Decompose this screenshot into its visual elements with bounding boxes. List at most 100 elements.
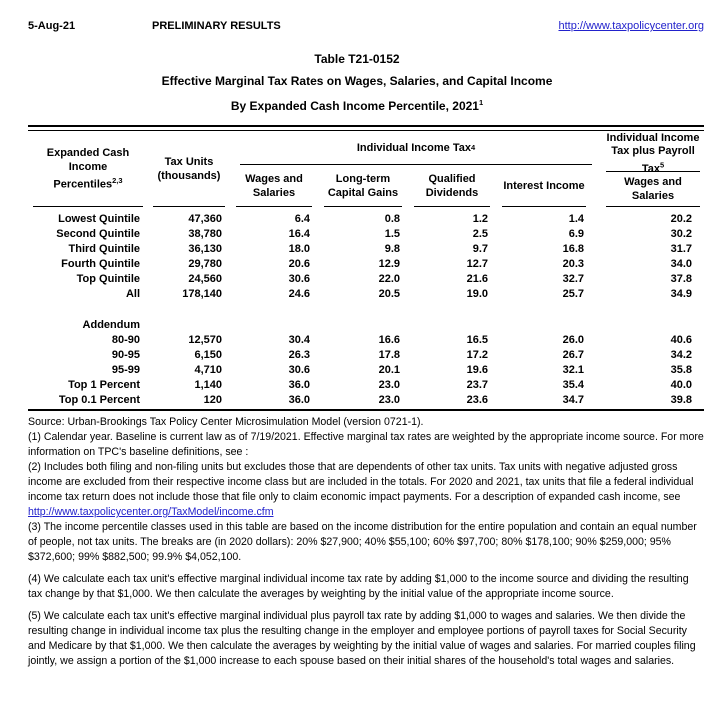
cell-tax-units: 36,130 — [188, 242, 222, 255]
table-row: Lowest Quintile 47,360 6.4 0.8 1.2 1.4 2… — [28, 211, 704, 226]
cell-ltcg: 20.1 — [378, 363, 400, 376]
header-text: Individual Income Tax — [356, 141, 471, 154]
header-interest-income: Interest Income — [502, 165, 586, 207]
cell-interest: 32.1 — [562, 363, 584, 376]
row-label: 95-99 — [111, 363, 140, 376]
table-row: 80-90 12,570 30.4 16.6 16.5 26.0 40.6 — [28, 332, 704, 347]
table-number: Table T21-0152 — [314, 52, 400, 66]
header-text: Capital Gains — [327, 186, 399, 199]
row-label: Second Quintile — [56, 227, 140, 240]
header-group-income-plus-payroll-tax: Individual Income Tax plus Payroll Tax5 … — [592, 131, 704, 207]
cell-dividends: 19.0 — [466, 287, 488, 300]
footnote-1: (1) Calendar year. Baseline is current l… — [28, 431, 704, 458]
row-label: All — [125, 287, 140, 300]
cell-interest: 6.9 — [568, 227, 584, 240]
footnote-3: (3) The income percentile classes used i… — [28, 521, 697, 563]
header-text: Wages and — [245, 172, 303, 185]
document-page: 5-Aug-21 PRELIMINARY RESULTS http://www.… — [0, 0, 714, 669]
footnote-ref: 2,3 — [112, 175, 123, 185]
cell-dividends: 19.6 — [466, 363, 488, 376]
row-label: 80-90 — [111, 333, 140, 346]
source-note: Source: Urban-Brookings Tax Policy Cente… — [28, 416, 424, 428]
cell-payroll-wages: 20.2 — [670, 212, 692, 225]
cell-payroll-wages: 34.0 — [670, 257, 692, 270]
cell-dividends: 21.6 — [466, 272, 488, 285]
spacer-row — [28, 301, 704, 317]
income-definition-link[interactable]: http://www.taxpolicycenter.org/TaxModel/… — [28, 506, 274, 518]
row-label: 90-95 — [111, 348, 140, 361]
header-text: Dividends — [425, 186, 479, 199]
cell-ltcg: 16.6 — [378, 333, 400, 346]
cell-payroll-wages: 31.7 — [670, 242, 692, 255]
row-label: Top 1 Percent — [68, 378, 140, 391]
cell-dividends: 17.2 — [466, 348, 488, 361]
footnote-ref: 4 — [470, 143, 476, 152]
cell-tax-units: 6,150 — [194, 348, 222, 361]
table-header: Expanded Cash Income Percentiles2,3 Tax … — [28, 131, 704, 207]
cell-interest: 25.7 — [562, 287, 584, 300]
row-label: Top 0.1 Percent — [58, 393, 140, 406]
cell-dividends: 9.7 — [472, 242, 488, 255]
header-tax-units: Tax Units (thousands) — [153, 131, 225, 207]
table-row: All 178,140 24.6 20.5 19.0 25.7 34.9 — [28, 286, 704, 301]
subtitle-footnote-ref: 1 — [478, 98, 484, 107]
group-label-individual-income-tax: Individual Income Tax 4 — [240, 131, 592, 165]
addendum-header-row: Addendum — [28, 317, 704, 332]
table-title: Effective Marginal Tax Rates on Wages, S… — [161, 74, 553, 88]
table-top-rule — [28, 125, 704, 131]
footnote-ref: 5 — [659, 160, 665, 169]
cell-tax-units: 178,140 — [182, 287, 222, 300]
top-bar: 5-Aug-21 PRELIMINARY RESULTS http://www.… — [0, 0, 714, 32]
cell-tax-units: 4,710 — [194, 363, 222, 376]
cell-payroll-wages: 34.2 — [670, 348, 692, 361]
taxpolicycenter-link[interactable]: http://www.taxpolicycenter.org — [558, 20, 704, 32]
cell-interest: 26.0 — [562, 333, 584, 346]
cell-tax-units: 38,780 — [188, 227, 222, 240]
footnotes: Source: Urban-Brookings Tax Policy Cente… — [28, 415, 704, 669]
header-text: Qualified — [428, 172, 476, 185]
title-block: Table T21-0152 Effective Marginal Tax Ra… — [0, 48, 714, 117]
cell-payroll-wages: 35.8 — [670, 363, 692, 376]
cell-payroll-wages: 39.8 — [670, 393, 692, 406]
cell-wages: 36.0 — [288, 393, 310, 406]
cell-interest: 20.3 — [562, 257, 584, 270]
header-text: Salaries — [631, 190, 675, 202]
footnote-4: (4) We calculate each tax unit's effecti… — [28, 573, 689, 600]
cell-tax-units: 24,560 — [188, 272, 222, 285]
cell-wages: 30.6 — [288, 363, 310, 376]
cell-ltcg: 22.0 — [378, 272, 400, 285]
footnote-5: (5) We calculate each tax unit's effecti… — [28, 610, 696, 667]
cell-dividends: 2.5 — [472, 227, 488, 240]
header-expanded-cash: Expanded Cash Income Percentiles2,3 — [33, 131, 143, 207]
footnote-2: (2) Includes both filing and non-filing … — [28, 461, 694, 503]
cell-dividends: 23.6 — [466, 393, 488, 406]
table-row: Top Quintile 24,560 30.6 22.0 21.6 32.7 … — [28, 271, 704, 286]
table-row: Top 0.1 Percent 120 36.0 23.0 23.6 34.7 … — [28, 392, 704, 407]
cell-dividends: 1.2 — [472, 212, 488, 225]
cell-interest: 35.4 — [562, 378, 584, 391]
cell-ltcg: 20.5 — [378, 287, 400, 300]
header-text: Long-term — [335, 172, 391, 185]
header-payroll-wages-salaries: Wages and Salaries — [606, 172, 700, 207]
row-label: Fourth Quintile — [61, 257, 140, 270]
cell-tax-units: 29,780 — [188, 257, 222, 270]
cell-wages: 20.6 — [288, 257, 310, 270]
cell-interest: 1.4 — [568, 212, 584, 225]
cell-ltcg: 23.0 — [378, 393, 400, 406]
cell-wages: 30.4 — [288, 333, 310, 346]
cell-payroll-wages: 40.0 — [670, 378, 692, 391]
header-wages-salaries: Wages and Salaries — [236, 165, 312, 207]
cell-wages: 18.0 — [288, 242, 310, 255]
header-text: (thousands) — [157, 169, 221, 182]
header-text: Expanded Cash — [46, 146, 130, 159]
table-row: 95-99 4,710 30.6 20.1 19.6 32.1 35.8 — [28, 362, 704, 377]
footnote-2-link-line: http://www.taxpolicycenter.org/TaxModel/… — [28, 505, 704, 520]
cell-wages: 26.3 — [288, 348, 310, 361]
cell-ltcg: 9.8 — [384, 242, 400, 255]
subheader-row: Wages and Salaries Long-term Capital Gai… — [230, 165, 592, 207]
header-text: Tax plus Payroll — [611, 145, 695, 157]
row-label: Lowest Quintile — [58, 212, 140, 225]
header-qualified-dividends: Qualified Dividends — [414, 165, 490, 207]
header-text: Tax5 — [641, 160, 665, 175]
cell-ltcg: 0.8 — [384, 212, 400, 225]
